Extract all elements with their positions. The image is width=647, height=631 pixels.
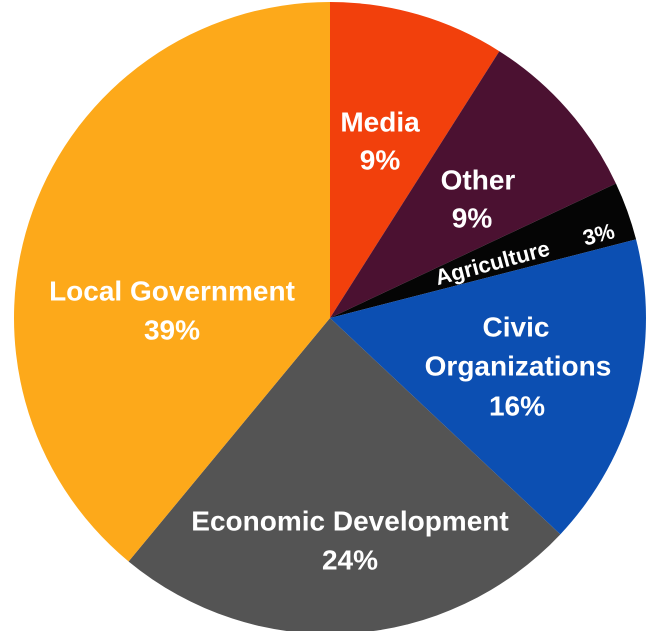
slice-label-economic: Economic Development — [191, 505, 508, 536]
slice-label-other: Other — [441, 164, 516, 195]
slice-value-media: 9% — [360, 144, 401, 175]
pie-slice-local-government — [13, 2, 331, 562]
pie-slices — [13, 1, 646, 631]
slice-label-media: Media — [340, 106, 420, 137]
pie-slice-media — [330, 1, 500, 318]
slice-value-local-government: 39% — [144, 314, 200, 345]
pie-slice-civic-organizations — [330, 239, 646, 535]
slice-value-economic: 24% — [322, 544, 378, 575]
pie-slice-other — [330, 51, 616, 318]
slice-value-civic: 16% — [489, 390, 545, 421]
pie-slice-economic-development — [128, 318, 561, 631]
slice-label-local-government: Local Government — [49, 275, 295, 306]
slice-label-civic-line1: Civic — [483, 311, 550, 342]
slice-value-other: 9% — [452, 202, 493, 233]
pie-slice-agriculture — [330, 183, 637, 318]
slice-label-civic-line2: Organizations — [425, 350, 612, 381]
